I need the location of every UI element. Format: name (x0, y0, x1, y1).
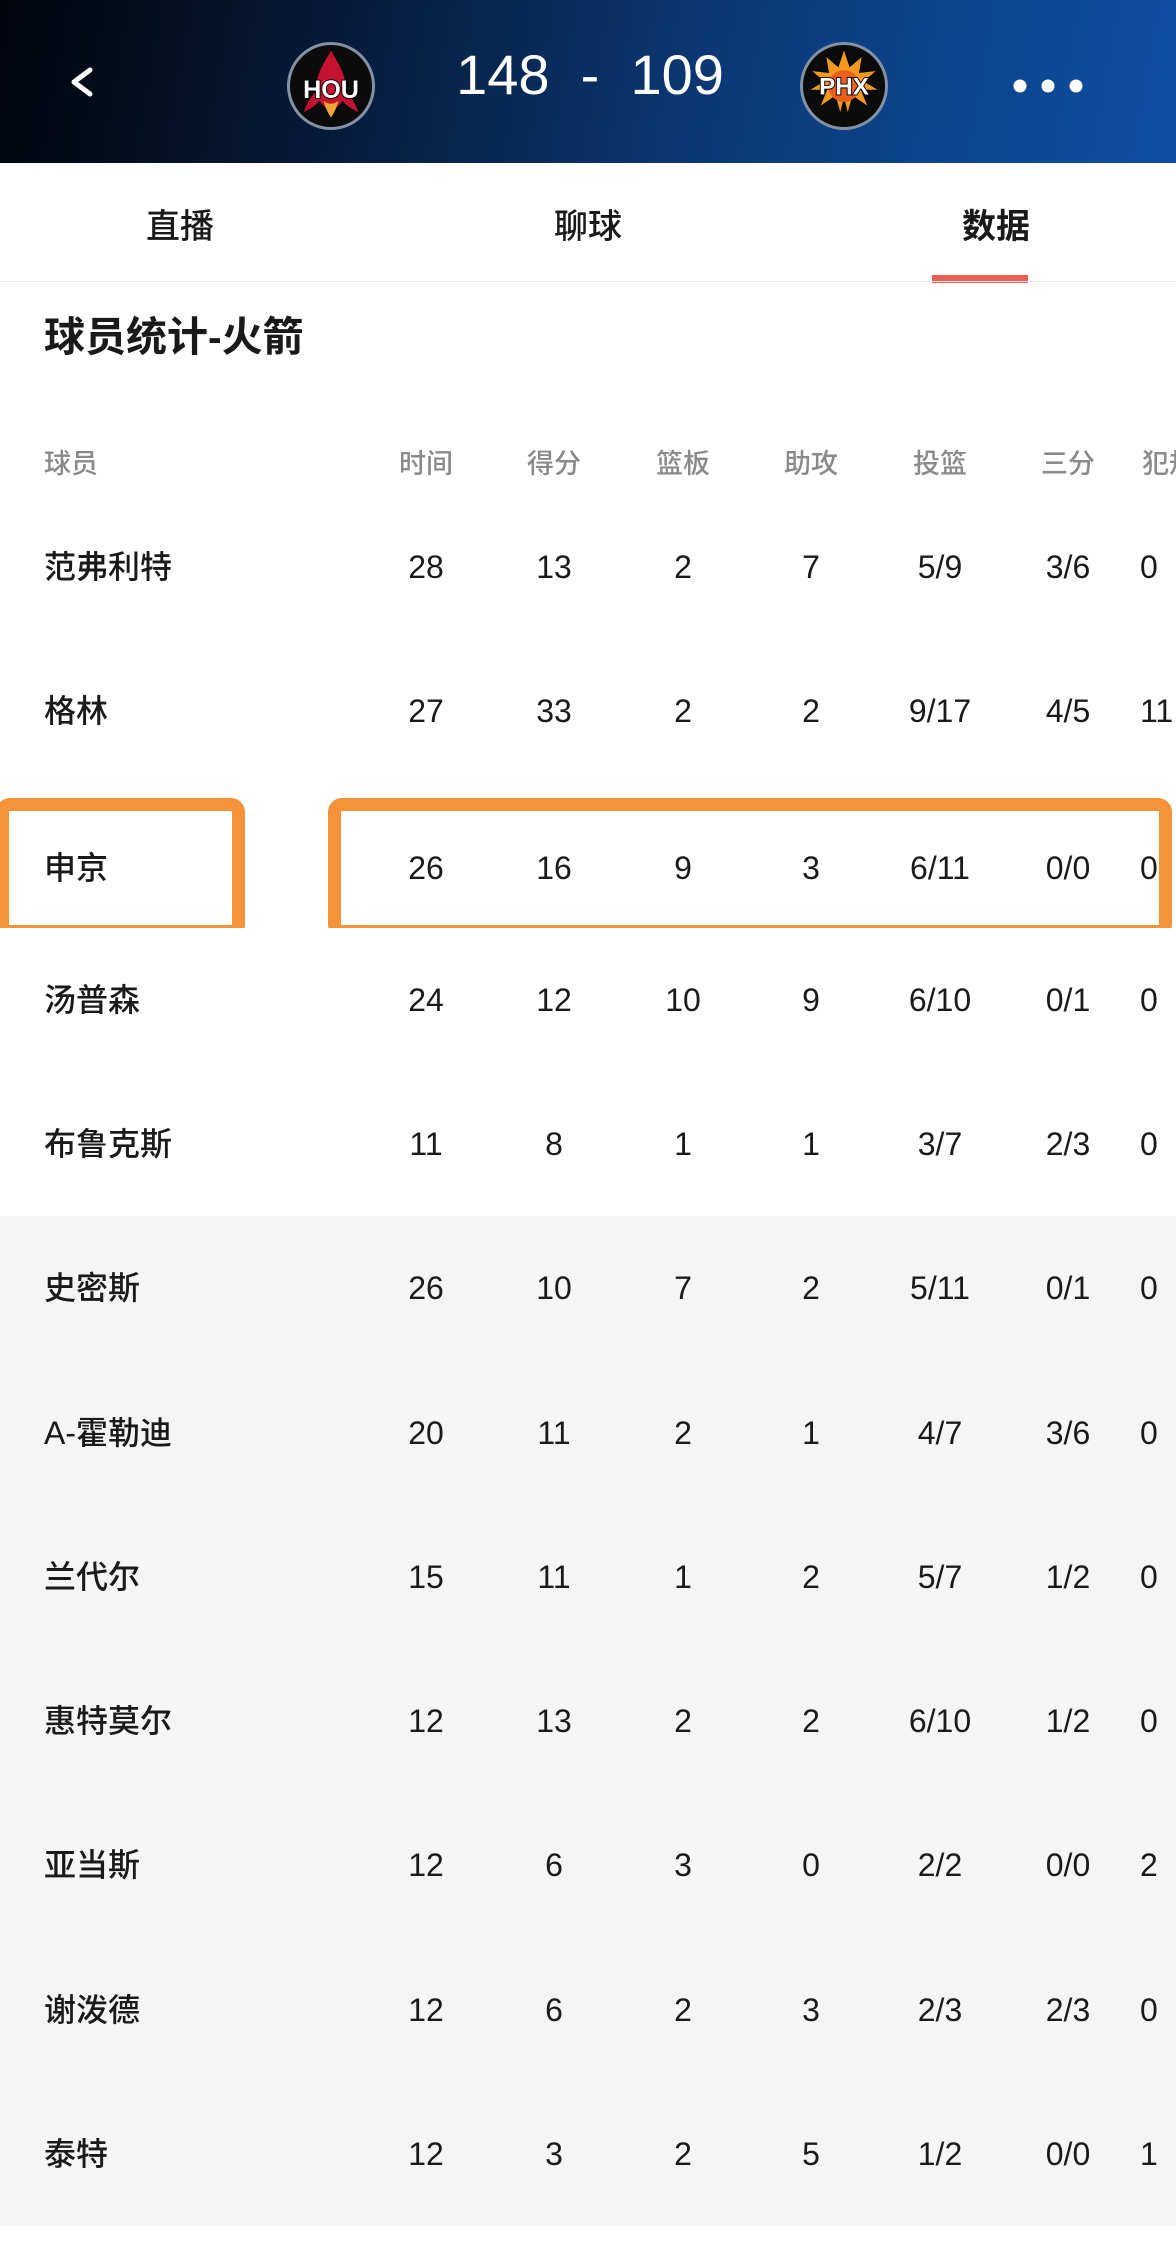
svg-text:HOU: HOU (303, 76, 359, 104)
svg-text:PHX: PHX (819, 73, 869, 100)
